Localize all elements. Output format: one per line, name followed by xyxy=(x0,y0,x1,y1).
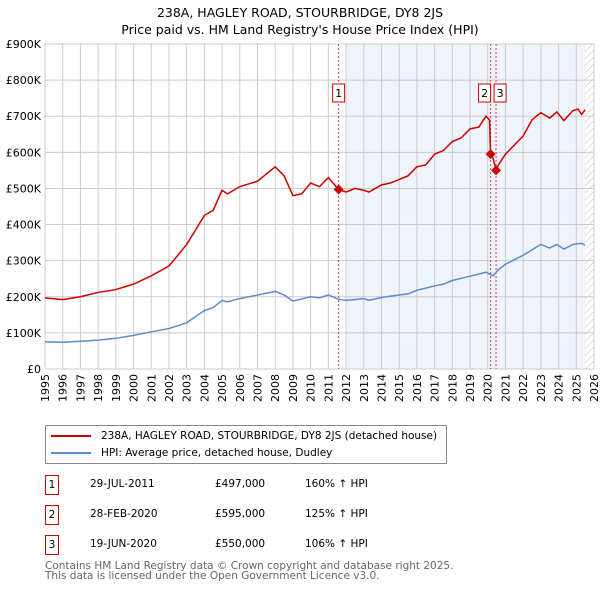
x-tick-label: 2022 xyxy=(517,374,530,402)
x-tick-label: 2014 xyxy=(375,374,388,402)
y-tick-label: £800K xyxy=(6,74,42,87)
hatched-region xyxy=(585,44,594,369)
transaction-marker: 1 xyxy=(45,475,59,495)
x-tick-label: 2010 xyxy=(305,374,318,402)
x-tick-label: 2015 xyxy=(393,374,406,402)
legend-blue-label: HPI: Average price, detached house, Dudl… xyxy=(101,447,333,459)
x-tick-label: 2024 xyxy=(553,374,566,402)
x-tick-label: 2012 xyxy=(340,374,353,402)
x-tick-label: 2020 xyxy=(482,374,495,402)
legend: 238A, HAGLEY ROAD, STOURBRIDGE, DY8 2JS … xyxy=(45,425,447,464)
sale-point xyxy=(485,149,496,160)
hpi-line xyxy=(44,242,586,344)
legend-blue-swatch xyxy=(51,452,91,454)
transaction-date: 29-JUL-2011 xyxy=(90,478,155,490)
footer-line-2: This data is licensed under the Open Gov… xyxy=(45,570,380,582)
y-tick-label: £300K xyxy=(6,255,42,268)
x-tick-label: 1998 xyxy=(92,374,105,402)
price-chart: 1995 1996 1997 1998 1999 2000 2001 2002 2003 2004… xyxy=(6,38,600,402)
x-tick-label: 1999 xyxy=(110,374,123,402)
sale-label-box xyxy=(332,83,346,103)
chart-title: 238A, HAGLEY ROAD, STOURBRIDGE, DY8 2JS xyxy=(156,5,444,20)
x-tick-label: 2006 xyxy=(234,374,247,402)
x-tick-label: 2021 xyxy=(499,374,512,402)
shaded-region xyxy=(346,44,586,369)
transaction-date: 28-FEB-2020 xyxy=(90,508,158,520)
transaction-date: 19-JUN-2020 xyxy=(90,538,157,550)
x-tick-label: 1996 xyxy=(57,374,70,402)
y-tick-label: £200K xyxy=(6,291,42,304)
x-tick-label: 2009 xyxy=(287,374,300,402)
x-tick-label: 2008 xyxy=(269,374,282,402)
y-tick-label: £600K xyxy=(6,146,42,159)
x-tick-label: 2011 xyxy=(322,374,335,402)
sale-label-box xyxy=(493,83,507,103)
x-tick-label: 2025 xyxy=(570,374,583,402)
x-tick-label: 2016 xyxy=(411,374,424,402)
y-tick-label: £700K xyxy=(6,110,42,123)
transaction-hpi: 106% ↑ HPI xyxy=(305,538,368,550)
y-tick-label: £100K xyxy=(6,327,42,340)
x-tick-label: 1995 xyxy=(39,374,52,402)
sale-point xyxy=(333,184,344,195)
x-tick-label: 2003 xyxy=(181,374,194,402)
property-price-line xyxy=(44,108,586,301)
sale-label: 1 xyxy=(335,87,342,100)
y-tick-label: £0 xyxy=(27,363,41,376)
plot-frame xyxy=(44,43,595,370)
footer-line-1: Contains HM Land Registry data © Crown c… xyxy=(45,560,454,572)
x-tick-label: 2001 xyxy=(145,374,158,402)
sale-label: 2 xyxy=(481,87,488,100)
x-tick-label: 2002 xyxy=(163,374,176,402)
transaction-marker: 2 xyxy=(45,505,59,525)
legend-red-label: 238A, HAGLEY ROAD, STOURBRIDGE, DY8 2JS … xyxy=(101,430,438,442)
sale-point xyxy=(491,165,502,176)
transaction-price: £595,000 xyxy=(215,508,266,520)
transaction-marker: 3 xyxy=(45,535,59,555)
y-tick-label: £400K xyxy=(6,219,42,232)
sale-label: 3 xyxy=(497,87,504,100)
x-tick-label: 2005 xyxy=(216,374,229,402)
transaction-price: £497,000 xyxy=(215,478,266,490)
x-tick-label: 2004 xyxy=(198,374,211,402)
transaction-hpi: 125% ↑ HPI xyxy=(305,508,368,520)
x-tick-label: 2000 xyxy=(128,374,141,402)
transaction-price: £550,000 xyxy=(215,538,266,550)
transaction-hpi: 160% ↑ HPI xyxy=(305,478,368,490)
x-tick-label: 2018 xyxy=(446,374,459,402)
x-tick-label: 2023 xyxy=(535,374,548,402)
legend-red-swatch xyxy=(51,435,91,437)
sale-label-box xyxy=(478,83,492,103)
chart-subtitle: Price paid vs. HM Land Registry's House … xyxy=(121,22,479,37)
x-tick-label: 2007 xyxy=(252,374,265,402)
footer: Contains HM Land Registry data © Crown c… xyxy=(45,560,454,582)
y-tick-label: £900K xyxy=(6,38,42,51)
x-tick-label: 2026 xyxy=(588,374,600,402)
x-tick-label: 2017 xyxy=(429,374,442,402)
x-tick-label: 1997 xyxy=(74,374,87,402)
x-tick-label: 2019 xyxy=(464,374,477,402)
y-tick-label: £500K xyxy=(6,182,42,195)
x-tick-label: 2013 xyxy=(358,374,371,402)
